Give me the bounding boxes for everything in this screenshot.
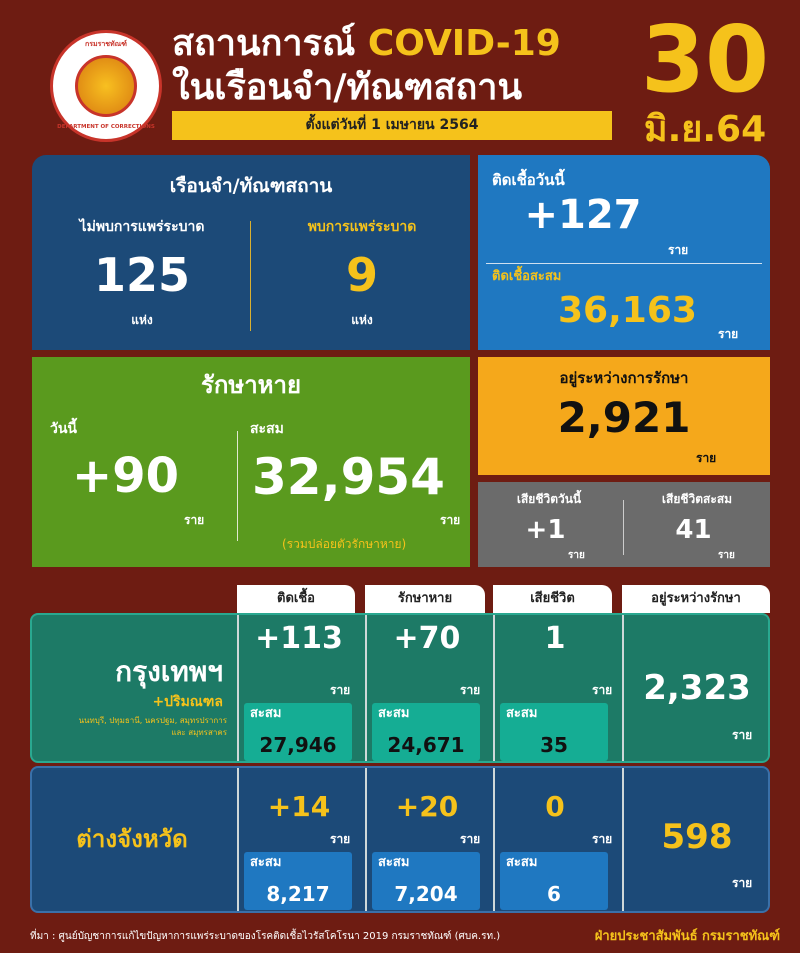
unit: ราย xyxy=(592,683,613,697)
deaths-cum-value: 41 xyxy=(675,515,712,545)
deaths-panel: เสียชีวิตวันนี้ +1 ราย เสียชีวิตสะสม 41 … xyxy=(478,482,770,567)
department-logo: กรมราชทัณฑ์ DEPARTMENT OF CORRECTIONS xyxy=(50,30,162,142)
treating-panel: อยู่ระหว่างการรักษา 2,921 ราย xyxy=(478,357,770,475)
region-sub: +ปริมณฑล xyxy=(152,694,223,710)
prisons-panel: เรือนจำ/ทัณฑสถาน ไม่พบการแพร่ระบาด 125 แ… xyxy=(32,155,470,350)
logo-text-top: กรมราชทัณฑ์ xyxy=(85,40,127,48)
region-name: ต่างจังหวัด xyxy=(76,825,188,853)
unit: ราย xyxy=(668,243,689,257)
unit: ราย xyxy=(696,451,717,465)
unit: ราย xyxy=(330,832,351,846)
divider xyxy=(486,263,762,264)
footer: ที่มา : ศูนย์บัญชาการแก้ไขปัญหาการแพร่ระ… xyxy=(30,920,780,953)
deaths-cum-box: สะสม 6 xyxy=(500,852,608,910)
cum-label: สะสม xyxy=(250,855,282,870)
cum-label: สะสม xyxy=(506,855,538,870)
recovered-cum-label: สะสม xyxy=(250,421,284,437)
recovered-title: รักษาหาย xyxy=(200,371,302,399)
outbreak-label: พบการแพร่ระบาด xyxy=(307,219,417,235)
deaths-today-label: เสียชีวิตวันนี้ xyxy=(516,492,582,506)
cum-label: สะสม xyxy=(378,706,410,721)
logo-text-bottom: DEPARTMENT OF CORRECTIONS xyxy=(57,124,155,130)
region-name: กรุงเทพฯ xyxy=(115,655,223,688)
recovered-cum-box: สะสม 7,204 xyxy=(372,852,480,910)
recovered-cum: 24,671 xyxy=(387,733,465,757)
title-covid: COVID-19 xyxy=(367,23,561,64)
divider xyxy=(250,221,251,331)
infections-cum-value: 36,163 xyxy=(558,290,697,331)
outbreak-value: 9 xyxy=(345,248,378,302)
unit: ราย xyxy=(330,683,351,697)
header-infected: ติดเชื้อ xyxy=(237,585,355,613)
unit: ราย xyxy=(592,832,613,846)
since-date: ตั้งแต่วันที่ 1 เมษายน 2564 xyxy=(172,111,612,140)
infected-cum-box: สะสม 27,946 xyxy=(244,703,352,761)
title-thai: สถานการณ์ xyxy=(172,23,356,64)
credit-text: ฝ่ายประชาสัมพันธ์ กรมราชทัณฑ์ xyxy=(594,928,780,944)
recovered-note: (รวมปล่อยตัวรักษาหาย) xyxy=(282,537,407,551)
deaths-today: 1 xyxy=(544,621,566,656)
region-areas: นนทบุรี, ปทุมธานี, นครปฐม, สมุทรปราการ แ… xyxy=(78,716,227,737)
deaths-today-value: +1 xyxy=(525,515,566,545)
unit: ราย xyxy=(732,728,753,742)
deaths-today: 0 xyxy=(545,790,565,823)
infected-today: +113 xyxy=(255,621,343,656)
recovered-today: +20 xyxy=(395,790,459,823)
unit: ราย xyxy=(460,832,481,846)
unit: ราย xyxy=(568,550,585,561)
cum-label: สะสม xyxy=(250,706,282,721)
cum-label: สะสม xyxy=(506,706,538,721)
infections-panel: ติดเชื้อวันนี้ +127 ราย ติดเชื้อสะสม 36,… xyxy=(478,155,770,350)
recovered-cum: 7,204 xyxy=(394,882,458,906)
table-row-provinces: ต่างจังหวัด +14 ราย สะสม 8,217 +20 ราย สะ… xyxy=(30,766,770,913)
no-outbreak-value: 125 xyxy=(93,248,191,302)
unit: ราย xyxy=(718,327,739,341)
cum-label: สะสม xyxy=(378,855,410,870)
header-recovered: รักษาหาย xyxy=(365,585,485,613)
header-treating: อยู่ระหว่างรักษา xyxy=(622,585,770,613)
divider xyxy=(237,431,238,541)
treating-label: อยู่ระหว่างการรักษา xyxy=(559,369,689,387)
title-line2: ในเรือนจำ/ทัณฑสถาน xyxy=(172,67,523,108)
header-deaths: เสียชีวิต xyxy=(493,585,612,613)
treating-value: 2,921 xyxy=(557,393,691,442)
unit: แห่ง xyxy=(351,313,373,327)
recovered-today-label: วันนี้ xyxy=(50,421,78,437)
deaths-cum: 6 xyxy=(547,882,561,906)
recovered-cum-box: สะสม 24,671 xyxy=(372,703,480,761)
no-outbreak-label: ไม่พบการแพร่ระบาด xyxy=(79,219,205,235)
report-month: มิ.ย.64 xyxy=(643,109,767,150)
source-text: ที่มา : ศูนย์บัญชาการแก้ไขปัญหาการแพร่ระ… xyxy=(30,930,501,942)
deaths-cum-label: เสียชีวิตสะสม xyxy=(661,492,733,506)
unit: ราย xyxy=(718,550,735,561)
logo-emblem-icon xyxy=(75,55,137,117)
unit: แห่ง xyxy=(131,313,153,327)
infected-cum: 27,946 xyxy=(259,733,337,757)
treating-value: 598 xyxy=(661,817,733,857)
infections-today-label: ติดเชื้อวันนี้ xyxy=(492,171,565,189)
unit: ราย xyxy=(732,876,753,890)
report-day: 30 xyxy=(640,6,770,113)
unit: ราย xyxy=(460,683,481,697)
infected-cum: 8,217 xyxy=(266,882,330,906)
infected-today: +14 xyxy=(267,790,331,823)
treating-value: 2,323 xyxy=(643,668,751,708)
prisons-title: เรือนจำ/ทัณฑสถาน xyxy=(169,175,333,197)
unit: ราย xyxy=(184,513,205,527)
infections-today-value: +127 xyxy=(524,192,642,238)
recovered-today: +70 xyxy=(393,621,461,656)
recovered-today-value: +90 xyxy=(72,448,180,504)
recovered-cum-value: 32,954 xyxy=(252,448,445,506)
recovered-panel: รักษาหาย วันนี้ +90 ราย สะสม 32,954 ราย … xyxy=(32,357,470,567)
table-row-bangkok: กรุงเทพฯ +ปริมณฑล นนทบุรี, ปทุมธานี, นคร… xyxy=(30,613,770,763)
infections-cum-label: ติดเชื้อสะสม xyxy=(492,269,562,284)
deaths-cum-box: สะสม 35 xyxy=(500,703,608,761)
divider xyxy=(623,500,624,555)
unit: ราย xyxy=(440,513,461,527)
page-title: สถานการณ์ COVID-19 ในเรือนจำ/ทัณฑสถาน xyxy=(172,22,561,110)
infected-cum-box: สะสม 8,217 xyxy=(244,852,352,910)
deaths-cum: 35 xyxy=(540,733,568,757)
